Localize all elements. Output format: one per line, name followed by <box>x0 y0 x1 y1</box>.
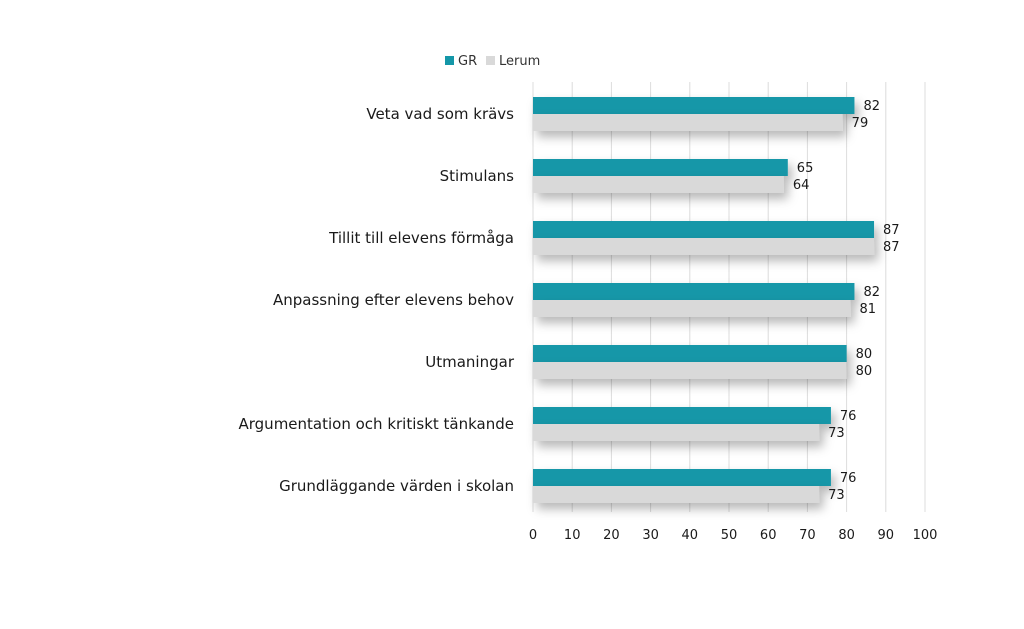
data-labels: 82 79 65 64 87 87 82 81 80 80 76 73 76 73 <box>793 99 900 503</box>
category-label: Utmaningar <box>425 353 515 371</box>
x-tick-label: 20 <box>603 528 620 543</box>
bar-gr <box>533 221 875 238</box>
bar-gr <box>533 407 831 424</box>
legend-label: Lerum <box>499 54 540 69</box>
x-tick-label: 90 <box>878 528 895 543</box>
x-tick-label: 40 <box>682 528 699 543</box>
category-labels: Veta vad som krävs Stimulans Tillit till e… <box>239 105 515 495</box>
bar-lerum <box>533 176 784 193</box>
data-label: 87 <box>883 240 900 255</box>
data-label: 81 <box>860 302 877 317</box>
data-label: 64 <box>793 178 810 193</box>
bar-lerum <box>533 238 875 255</box>
legend: GR Lerum <box>445 54 540 69</box>
data-label: 73 <box>828 488 845 503</box>
bar-lerum <box>533 424 820 441</box>
data-label: 73 <box>828 426 845 441</box>
data-label: 87 <box>883 223 900 238</box>
category-label: Veta vad som krävs <box>366 105 514 123</box>
data-label: 76 <box>840 409 857 424</box>
legend-swatch <box>486 56 495 65</box>
bar-lerum <box>533 486 820 503</box>
x-tick-label: 0 <box>529 528 537 543</box>
data-label: 80 <box>856 347 873 362</box>
bar-gr <box>533 283 855 300</box>
data-label: 79 <box>852 116 869 131</box>
category-label: Tillit till elevens förmåga <box>328 229 514 247</box>
x-tick-label: 100 <box>913 528 938 543</box>
category-label: Stimulans <box>440 167 515 185</box>
x-tick-label: 10 <box>564 528 581 543</box>
category-label: Anpassning efter elevens behov <box>273 291 514 309</box>
x-tick-label: 80 <box>838 528 855 543</box>
data-label: 82 <box>863 99 880 114</box>
x-tick-label: 70 <box>799 528 816 543</box>
x-tick-label: 30 <box>642 528 659 543</box>
bar-gr <box>533 345 847 362</box>
data-label: 82 <box>863 285 880 300</box>
x-tick-label: 50 <box>721 528 738 543</box>
bar-lerum <box>533 114 843 131</box>
x-axis-tick-labels: 0 10 20 30 40 50 60 70 80 90 100 <box>529 528 938 543</box>
bar-lerum <box>533 362 847 379</box>
bar-gr <box>533 97 855 114</box>
category-label: Grundläggande värden i skolan <box>279 477 514 495</box>
data-label: 76 <box>840 471 857 486</box>
bars <box>533 97 875 503</box>
data-label: 65 <box>797 161 814 176</box>
legend-swatch <box>445 56 454 65</box>
bar-lerum <box>533 300 851 317</box>
data-label: 80 <box>856 364 873 379</box>
legend-label: GR <box>458 54 477 69</box>
bar-gr <box>533 159 788 176</box>
category-label: Argumentation och kritiskt tänkande <box>239 415 515 433</box>
bar-gr <box>533 469 831 486</box>
x-tick-label: 60 <box>760 528 777 543</box>
